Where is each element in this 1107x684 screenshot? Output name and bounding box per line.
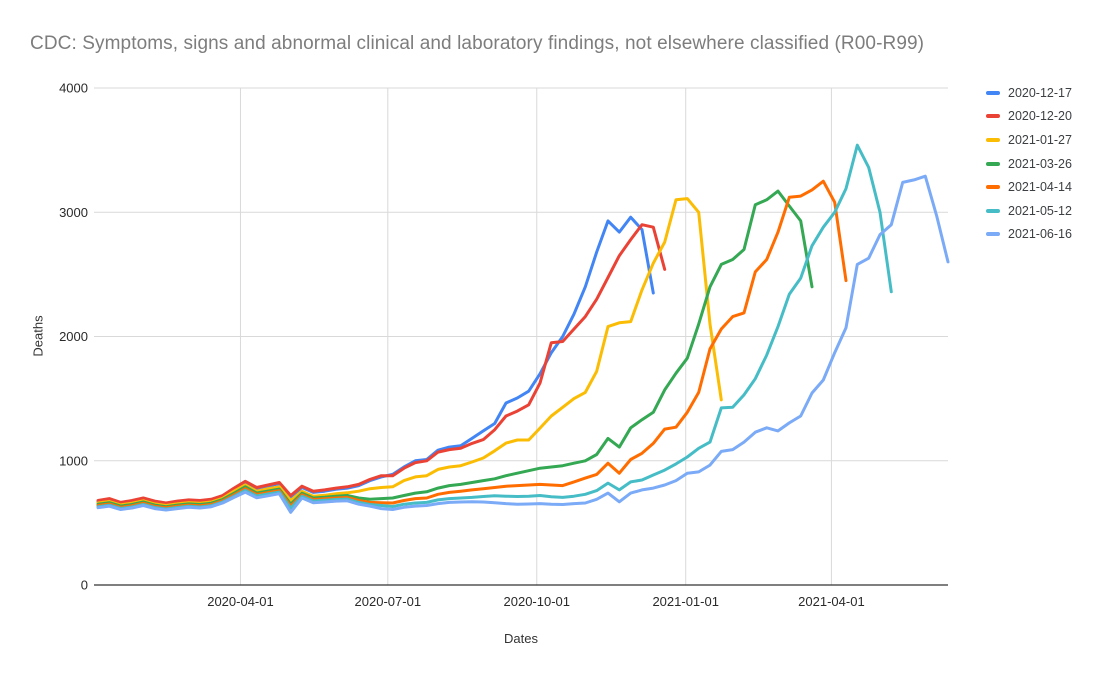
y-tick-label: 4000 xyxy=(59,81,88,96)
legend-label: 2021-01-27 xyxy=(1008,132,1072,147)
y-tick-label: 1000 xyxy=(59,453,88,468)
x-tick-label: 2020-04-01 xyxy=(207,594,274,609)
series-line-2021-06-16 xyxy=(96,174,950,514)
x-tick-label: 2020-07-01 xyxy=(355,594,422,609)
legend-swatch xyxy=(986,161,1000,166)
series-line-2021-04-14 xyxy=(96,179,848,510)
legend-item-2020-12-17: 2020-12-17 xyxy=(986,81,1072,105)
x-axis-title: Dates xyxy=(504,631,538,646)
legend-item-2020-12-20: 2020-12-20 xyxy=(986,105,1072,129)
series-line-2021-03-26 xyxy=(96,189,814,509)
legend-swatch xyxy=(986,208,1000,213)
legend-label: 2021-04-14 xyxy=(1008,180,1072,195)
legend-swatch xyxy=(986,137,1000,142)
legend-label: 2021-06-16 xyxy=(1008,227,1072,242)
x-tick-label: 2021-04-01 xyxy=(798,594,865,609)
series-line-2021-05-12 xyxy=(96,143,893,511)
series-line-2020-12-20 xyxy=(96,223,667,505)
x-tick-label: 2020-10-01 xyxy=(504,594,571,609)
y-axis-title: Deaths xyxy=(30,315,46,357)
legend-label: 2020-12-20 xyxy=(1008,109,1072,124)
legend-label: 2021-03-26 xyxy=(1008,156,1072,171)
legend-item-2021-04-14: 2021-04-14 xyxy=(986,175,1072,199)
legend-swatch xyxy=(986,90,1000,95)
legend-swatch xyxy=(986,185,1000,190)
legend-swatch xyxy=(986,232,1000,237)
legend-label: 2021-05-12 xyxy=(1008,203,1072,218)
legend-item-2021-05-12: 2021-05-12 xyxy=(986,199,1072,223)
y-tick-label: 3000 xyxy=(59,205,88,220)
chart-title: CDC: Symptoms, signs and abnormal clinic… xyxy=(30,33,925,54)
y-tick-label: 2000 xyxy=(59,329,88,344)
legend-item-2021-01-27: 2021-01-27 xyxy=(986,128,1072,152)
y-tick-label: 0 xyxy=(81,578,88,593)
legend-item-2021-06-16: 2021-06-16 xyxy=(986,223,1072,247)
legend: 2020-12-17 2020-12-20 2021-01-27 2021-03-26… xyxy=(986,81,1072,246)
legend-label: 2020-12-17 xyxy=(1008,85,1072,100)
x-tick-label: 2021-01-01 xyxy=(652,594,719,609)
legend-swatch xyxy=(986,114,1000,119)
legend-item-2021-03-26: 2021-03-26 xyxy=(986,152,1072,176)
